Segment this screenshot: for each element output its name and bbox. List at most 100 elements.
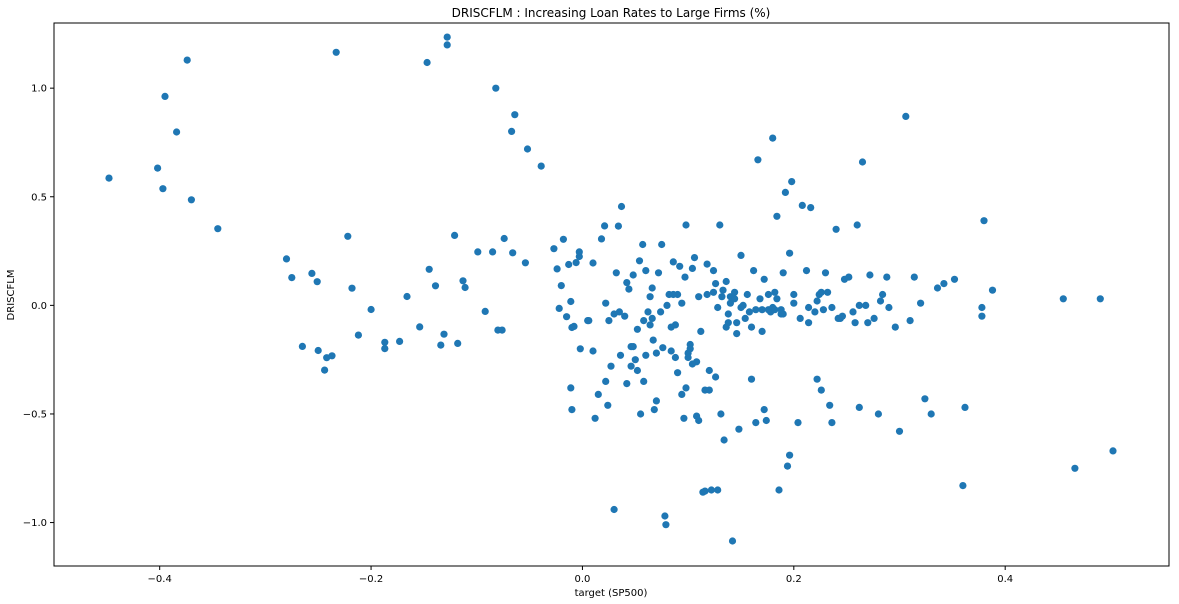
data-point [885, 303, 893, 312]
data-point [712, 280, 720, 288]
data-point [790, 290, 798, 299]
data-point [826, 401, 834, 409]
data-point [714, 303, 722, 312]
data-point [781, 188, 790, 196]
data-point [777, 310, 785, 318]
data-point [978, 303, 986, 312]
data-point [688, 360, 697, 368]
y-tick-label: 0.0 [31, 301, 47, 312]
data-point [853, 221, 861, 229]
data-point [703, 290, 711, 299]
data-point [431, 282, 440, 290]
data-point [933, 284, 942, 292]
data-point [288, 274, 296, 282]
data-point [635, 257, 644, 265]
data-point [714, 486, 722, 494]
plot-frame [53, 22, 1170, 567]
data-point [605, 317, 613, 325]
data-point [813, 375, 821, 383]
data-point [709, 288, 718, 296]
data-point [508, 127, 516, 135]
data-point [616, 351, 625, 359]
data-point [440, 330, 448, 338]
data-point [313, 278, 321, 286]
data-point [308, 269, 316, 277]
data-point [511, 111, 519, 119]
y-axis-ticks: −1.0 −0.5 0.0 0.5 1.0 [23, 84, 54, 529]
data-point [563, 313, 571, 321]
data-point [498, 326, 506, 334]
data-point [682, 384, 690, 392]
data-point [910, 273, 918, 281]
data-point [559, 235, 568, 243]
data-point [876, 297, 885, 305]
data-point [459, 277, 467, 285]
x-tick-label: 0.2 [786, 574, 802, 585]
data-point [678, 299, 686, 307]
data-point [396, 337, 404, 345]
data-point [610, 310, 618, 318]
data-point [443, 33, 451, 41]
data-point [154, 164, 162, 172]
data-point [601, 222, 609, 230]
data-point [737, 303, 745, 312]
data-point [610, 505, 618, 514]
data-point [883, 273, 891, 281]
data-point [988, 286, 997, 294]
data-point [737, 251, 745, 259]
data-point [858, 158, 867, 166]
data-point [328, 352, 336, 360]
data-point [594, 390, 602, 398]
data-point [607, 362, 615, 370]
data-point [927, 410, 935, 418]
data-point [648, 284, 656, 292]
data-point [758, 306, 766, 314]
data-point [625, 285, 633, 293]
data-point [819, 306, 828, 314]
data-point [758, 327, 766, 335]
data-point [783, 462, 792, 470]
data-point [724, 319, 732, 327]
data-point [680, 414, 688, 422]
data-point [735, 425, 743, 433]
data-point [716, 221, 724, 229]
data-point [669, 290, 677, 299]
data-point [771, 288, 779, 296]
data-point [640, 317, 648, 325]
data-point [760, 275, 768, 283]
data-point [652, 349, 661, 357]
y-axis-label: DRISCFLM [6, 270, 17, 321]
data-point [633, 325, 642, 333]
data-point [828, 419, 836, 427]
data-point [693, 412, 701, 420]
data-point [733, 330, 741, 338]
data-point [752, 306, 760, 314]
data-point [741, 314, 749, 322]
data-point [786, 249, 794, 257]
data-point [855, 403, 863, 411]
data-point [879, 290, 887, 299]
data-point [589, 347, 597, 355]
data-point [555, 304, 563, 312]
data-point [807, 204, 815, 212]
data-point [849, 308, 857, 316]
data-point [771, 306, 779, 314]
data-point [367, 305, 375, 314]
data-point [902, 112, 910, 120]
data-point [906, 317, 914, 325]
data-point [798, 201, 806, 209]
data-point [862, 301, 870, 309]
data-point [654, 269, 663, 277]
data-point [492, 84, 500, 92]
data-point [567, 297, 575, 306]
data-point [764, 290, 773, 299]
data-point [855, 301, 863, 309]
data-point [845, 273, 853, 281]
data-point [718, 293, 726, 301]
data-point [754, 156, 762, 164]
data-point [805, 303, 813, 312]
data-point [681, 273, 689, 281]
data-point [550, 245, 558, 253]
data-point [773, 295, 781, 303]
data-point [597, 235, 606, 243]
